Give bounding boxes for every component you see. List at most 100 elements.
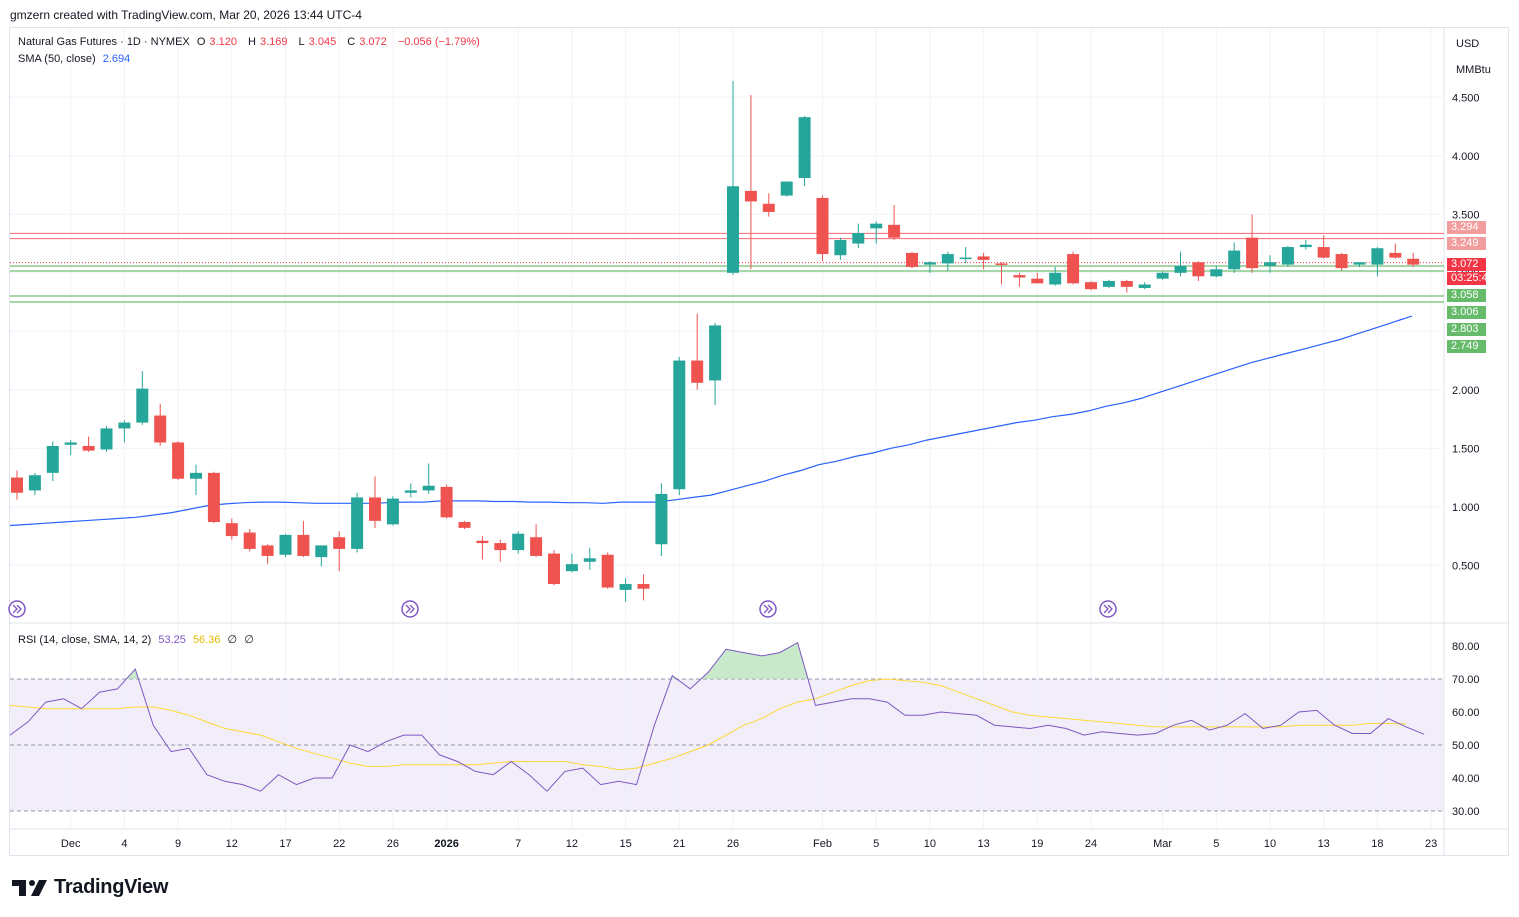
candle-body bbox=[780, 181, 793, 196]
candle-body bbox=[351, 497, 364, 549]
event-marker-icon[interactable] bbox=[1099, 600, 1117, 618]
candle bbox=[1138, 282, 1151, 290]
candle bbox=[1299, 240, 1312, 250]
candle bbox=[1085, 280, 1097, 291]
close-value: 3.072 bbox=[359, 36, 387, 48]
event-marker-icon[interactable] bbox=[8, 600, 26, 618]
candle-body bbox=[369, 497, 381, 521]
candle-body bbox=[279, 534, 292, 555]
price-tick-label: 4.000 bbox=[1452, 151, 1480, 163]
price-tag-red-line-1: 3.294 bbox=[1447, 221, 1486, 234]
candle-body bbox=[1281, 247, 1294, 265]
chart-attribution: gmzern created with TradingView.com, Mar… bbox=[10, 8, 362, 22]
candle bbox=[422, 463, 435, 494]
candle-body bbox=[1085, 282, 1097, 290]
candle-body bbox=[1156, 272, 1169, 279]
time-tick-label: Mar bbox=[1153, 838, 1172, 850]
open-label: O 3.120 bbox=[197, 36, 241, 48]
time-tick-label: 13 bbox=[977, 838, 989, 850]
candle bbox=[11, 470, 23, 500]
time-tick-label: 2026 bbox=[434, 838, 458, 850]
price-tag-green-line-1: 3.058 bbox=[1447, 289, 1486, 302]
candle bbox=[923, 261, 936, 273]
sma-label[interactable]: SMA (50, close) bbox=[18, 53, 96, 65]
candle-body bbox=[565, 564, 578, 572]
close-key: C bbox=[347, 36, 356, 48]
candle bbox=[440, 484, 453, 519]
candle bbox=[548, 550, 560, 586]
price-tick-label: 4.500 bbox=[1452, 92, 1480, 104]
candle bbox=[834, 237, 847, 260]
rsi-tick-label: 70.00 bbox=[1452, 674, 1480, 686]
rsi-tick-label: 60.00 bbox=[1452, 707, 1480, 719]
event-marker-icon[interactable] bbox=[759, 600, 777, 618]
candle-body bbox=[941, 254, 954, 264]
candle bbox=[995, 262, 1008, 285]
time-tick-label: 12 bbox=[566, 838, 578, 850]
candle-body bbox=[154, 415, 167, 443]
candle bbox=[709, 323, 722, 406]
rsi-sma-value: 56.36 bbox=[192, 634, 221, 646]
price-tag-green-line-4: 2.749 bbox=[1447, 340, 1486, 353]
time-tick-label: 7 bbox=[515, 838, 521, 850]
candle-body bbox=[1353, 262, 1366, 265]
candle-body bbox=[440, 486, 453, 518]
candle-body bbox=[762, 203, 775, 212]
candle-body bbox=[422, 485, 435, 491]
time-tick-label: 12 bbox=[226, 838, 238, 850]
candle bbox=[1174, 251, 1187, 277]
candle bbox=[243, 529, 256, 552]
event-marker-arrow bbox=[763, 604, 773, 614]
time-tick-label: 4 bbox=[121, 838, 127, 850]
countdown-tag: 03:25:46 bbox=[1447, 272, 1494, 285]
candle-body bbox=[1102, 280, 1115, 287]
candle-body bbox=[816, 197, 829, 255]
candle-body bbox=[655, 493, 668, 545]
price-tick-label: 2.000 bbox=[1452, 385, 1480, 397]
candle-body bbox=[386, 498, 399, 525]
candle-body bbox=[1317, 247, 1330, 258]
low-key: L bbox=[298, 36, 305, 48]
high-label: H 3.169 bbox=[248, 36, 291, 48]
rsi-extra-1: ∅ bbox=[227, 634, 238, 646]
candle bbox=[977, 252, 990, 270]
rsi-tick-label: 30.00 bbox=[1452, 806, 1480, 818]
candle bbox=[46, 441, 59, 482]
candle-body bbox=[1299, 244, 1312, 248]
time-tick-label: 19 bbox=[1031, 838, 1043, 850]
candle-body bbox=[1335, 254, 1348, 269]
event-marker-icon[interactable] bbox=[401, 600, 419, 618]
rsi-extra-2: ∅ bbox=[244, 634, 254, 646]
candle-body bbox=[995, 263, 1008, 265]
tradingview-logo[interactable]: TradingView bbox=[12, 876, 168, 899]
candle bbox=[1228, 242, 1241, 273]
candle bbox=[1371, 247, 1384, 277]
candle bbox=[404, 483, 417, 498]
event-marker-arrow bbox=[1103, 604, 1113, 614]
candle-body bbox=[548, 553, 560, 585]
time-tick-label: 13 bbox=[1318, 838, 1330, 850]
candle-body bbox=[28, 475, 41, 491]
candle-body bbox=[190, 472, 202, 479]
rsi-label[interactable]: RSI (14, close, SMA, 14, 2) bbox=[18, 634, 152, 646]
event-marker-arrow bbox=[12, 604, 22, 614]
candle-body bbox=[225, 523, 238, 537]
change-value: −0.056 (−1.79%) bbox=[397, 36, 480, 48]
logo-text: TradingView bbox=[54, 876, 169, 898]
currency-button[interactable]: USD bbox=[1456, 38, 1480, 50]
time-tick-label: 5 bbox=[873, 838, 879, 850]
high-key: H bbox=[248, 36, 256, 48]
candle bbox=[154, 403, 167, 446]
candle-body bbox=[261, 545, 274, 556]
candle bbox=[1353, 262, 1366, 267]
candle bbox=[100, 426, 113, 452]
time-tick-label: 18 bbox=[1371, 838, 1383, 850]
candle bbox=[225, 518, 238, 540]
price-tag-red-line-2: 3.249 bbox=[1447, 237, 1486, 250]
candle bbox=[601, 552, 614, 589]
unit-button[interactable]: MMBtu bbox=[1456, 64, 1491, 76]
symbol-label[interactable]: Natural Gas Futures · 1D · NYMEX bbox=[18, 36, 190, 48]
candle bbox=[279, 533, 292, 558]
candle-body bbox=[1013, 275, 1026, 278]
